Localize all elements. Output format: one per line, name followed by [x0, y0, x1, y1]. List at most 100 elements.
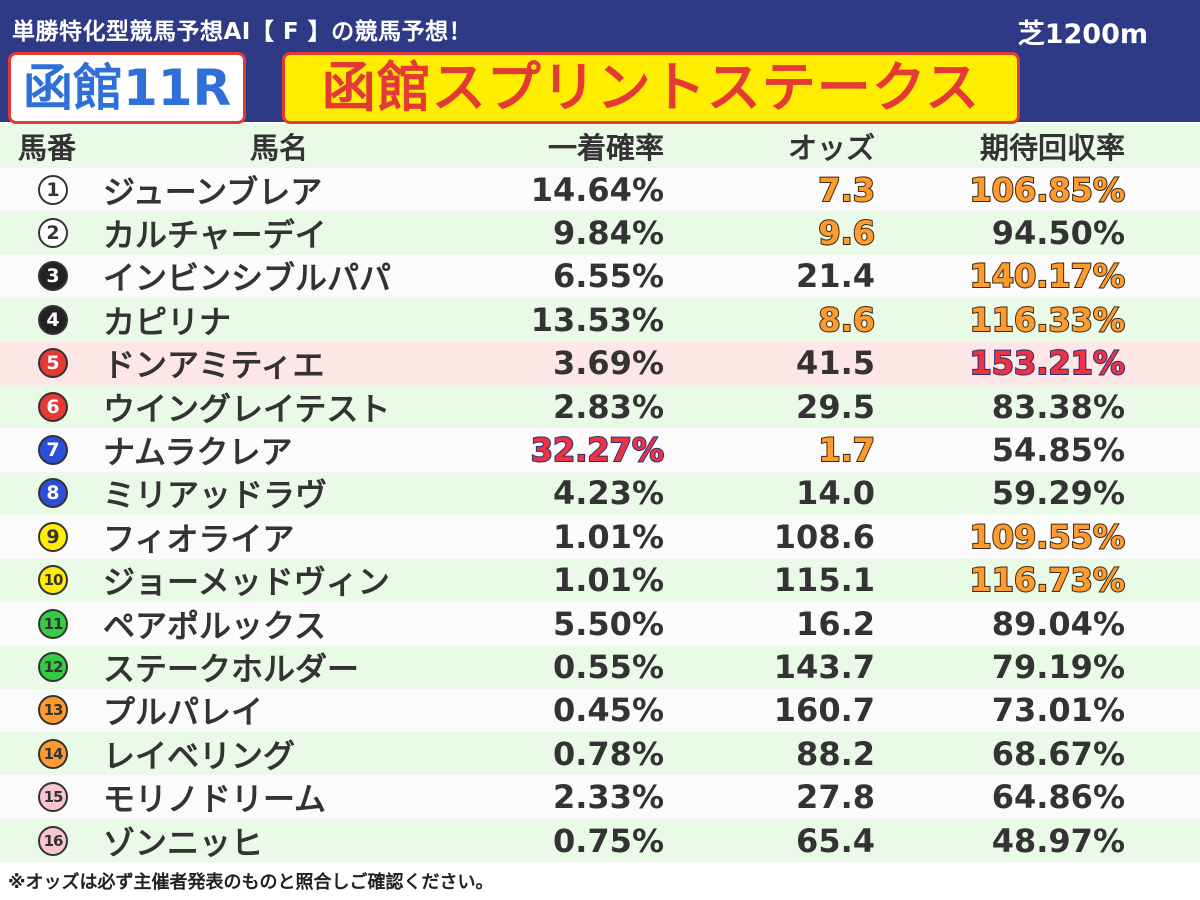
win-probability: 2.33% — [552, 778, 664, 817]
odds: 115.1 — [773, 561, 875, 600]
expected-return: 48.97% — [991, 821, 1125, 860]
horse-number-badge: 10 — [38, 565, 68, 596]
horse-number-badge: 13 — [38, 695, 68, 726]
horse-number-cell: 4 — [8, 298, 98, 341]
table-header-row: 馬番 馬名 一着確率 オッズ 期待回収率 — [0, 124, 1200, 168]
table-row: 4 カピリナ 13.53% 8.6 116.33% — [0, 298, 1200, 342]
odds: 27.8 — [796, 778, 875, 817]
column-header-number: 馬番 — [18, 131, 77, 165]
table-row: 2 カルチャーデイ 9.84% 9.6 94.50% — [0, 211, 1200, 255]
table-row: 1 ジューンブレア 14.64% 7.3 106.85% — [0, 168, 1200, 212]
horse-number-cell: 10 — [8, 559, 98, 602]
column-header-win-probability: 一着確率 — [547, 131, 664, 165]
horse-number-cell: 11 — [8, 602, 98, 645]
win-probability: 32.27% — [530, 430, 665, 470]
horse-number-badge: 8 — [38, 478, 68, 509]
expected-return: 54.85% — [991, 431, 1125, 470]
prediction-table: 馬番 馬名 一着確率 オッズ 期待回収率 1 ジューンブレア 14.64% 7.3 10… — [0, 124, 1200, 863]
win-probability: 2.83% — [552, 387, 664, 426]
horse-name: カピリナ — [103, 302, 232, 341]
table-row: 9 フィオライア 1.01% 108.6 109.55% — [0, 515, 1200, 559]
horse-number-cell: 13 — [8, 689, 98, 732]
win-probability: 1.01% — [552, 561, 664, 600]
horse-name: カルチャーデイ — [103, 216, 327, 255]
horse-name: ジョーメッドヴィン — [103, 563, 390, 602]
subtitle: 単勝特化型競馬予想AI【 F 】の競馬予想！ — [12, 19, 473, 45]
win-probability: 3.69% — [552, 344, 664, 383]
expected-return: 79.19% — [991, 647, 1125, 686]
table-row: 15 モリノドリーム 2.33% 27.8 64.86% — [0, 775, 1200, 819]
horse-name: ドンアミティエ — [103, 346, 325, 385]
table-row: 13 プルパレイ 0.45% 160.7 73.01% — [0, 688, 1200, 733]
horse-number-cell: 2 — [8, 211, 98, 254]
win-probability: 5.50% — [552, 604, 664, 643]
header-banner: 単勝特化型競馬予想AI【 F 】の競馬予想！ 芝1200m 函館11R 函館スプ… — [0, 0, 1200, 124]
horse-name: ペアポルックス — [103, 606, 327, 645]
horse-number-badge: 2 — [38, 218, 68, 249]
expected-return: 116.73% — [968, 560, 1126, 600]
win-probability: 0.78% — [552, 734, 664, 773]
table-row: 14 レイベリング 0.78% 88.2 68.67% — [0, 732, 1200, 776]
win-probability: 0.55% — [552, 647, 664, 686]
win-probability: 9.84% — [552, 214, 664, 253]
expected-return: 116.33% — [968, 300, 1126, 340]
horse-name: レイベリング — [103, 736, 296, 775]
column-header-name: 馬名 — [250, 131, 309, 165]
odds: 143.7 — [773, 647, 875, 686]
horse-name: ステークホルダー — [103, 650, 360, 688]
win-probability: 0.75% — [552, 821, 664, 860]
table-row: 12 ステークホルダー 0.55% 143.7 79.19% — [0, 645, 1200, 689]
odds: 88.2 — [796, 734, 875, 773]
odds: 1.7 — [817, 430, 876, 470]
race-number: 函館11R — [8, 52, 247, 124]
table-row: 10 ジョーメッドヴィン 1.01% 115.1 116.73% — [0, 558, 1200, 602]
expected-return: 89.04% — [991, 604, 1125, 643]
horse-number-badge: 14 — [38, 738, 68, 769]
odds: 8.6 — [817, 300, 876, 340]
expected-return: 109.55% — [968, 517, 1126, 557]
expected-return: 106.85% — [968, 170, 1126, 210]
horse-number-cell: 14 — [8, 732, 98, 775]
horse-number-badge: 9 — [38, 521, 68, 552]
odds: 29.5 — [796, 387, 875, 426]
table-row: 8 ミリアッドラヴ 4.23% 14.0 59.29% — [0, 471, 1200, 516]
horse-number-cell: 12 — [8, 645, 98, 688]
expected-return: 59.29% — [991, 474, 1125, 513]
horse-number-cell: 6 — [8, 385, 98, 428]
horse-number-cell: 15 — [8, 775, 98, 818]
horse-number-badge: 16 — [38, 825, 68, 856]
table-body: 1 ジューンブレア 14.64% 7.3 106.85% 2 カルチャーデイ 9.84% 9.6… — [0, 168, 1200, 863]
expected-return: 64.86% — [991, 778, 1125, 817]
column-header-odds: オッズ — [787, 131, 875, 165]
win-probability: 14.64% — [530, 170, 664, 209]
expected-return: 73.01% — [991, 691, 1125, 730]
odds: 14.0 — [796, 474, 875, 513]
horse-number-badge: 3 — [38, 261, 68, 292]
odds: 160.7 — [773, 691, 875, 730]
expected-return: 94.50% — [991, 214, 1125, 253]
horse-number-cell: 3 — [8, 255, 98, 298]
win-probability: 13.53% — [530, 300, 664, 339]
table-row: 3 インビンシブルパパ 6.55% 21.4 140.17% — [0, 254, 1200, 299]
horse-name: プルパレイ — [103, 693, 264, 732]
win-probability: 6.55% — [552, 257, 664, 296]
win-probability: 1.01% — [552, 517, 664, 556]
horse-name: ミリアッドラヴ — [103, 476, 328, 515]
horse-number-cell: 5 — [8, 342, 98, 385]
odds: 108.6 — [773, 517, 875, 556]
horse-number-cell: 8 — [8, 472, 98, 515]
odds: 65.4 — [796, 821, 875, 860]
horse-number-badge: 12 — [38, 651, 68, 682]
odds: 7.3 — [817, 170, 876, 210]
odds-disclaimer: ※オッズは必ず主催者発表のものと照合しご確認ください。 — [8, 872, 494, 893]
odds: 16.2 — [796, 604, 875, 643]
course-surface-distance: 芝1200m — [1017, 19, 1148, 50]
horse-number-cell: 16 — [8, 819, 98, 862]
horse-name: ナムラクレア — [103, 433, 293, 472]
table-row: 5 ドンアミティエ 3.69% 41.5 153.21% — [0, 341, 1200, 385]
horse-number-badge: 5 — [38, 348, 68, 379]
horse-number-badge: 1 — [38, 174, 68, 205]
table-row: 11 ペアポルックス 5.50% 16.2 89.04% — [0, 601, 1200, 646]
odds: 21.4 — [796, 257, 875, 296]
